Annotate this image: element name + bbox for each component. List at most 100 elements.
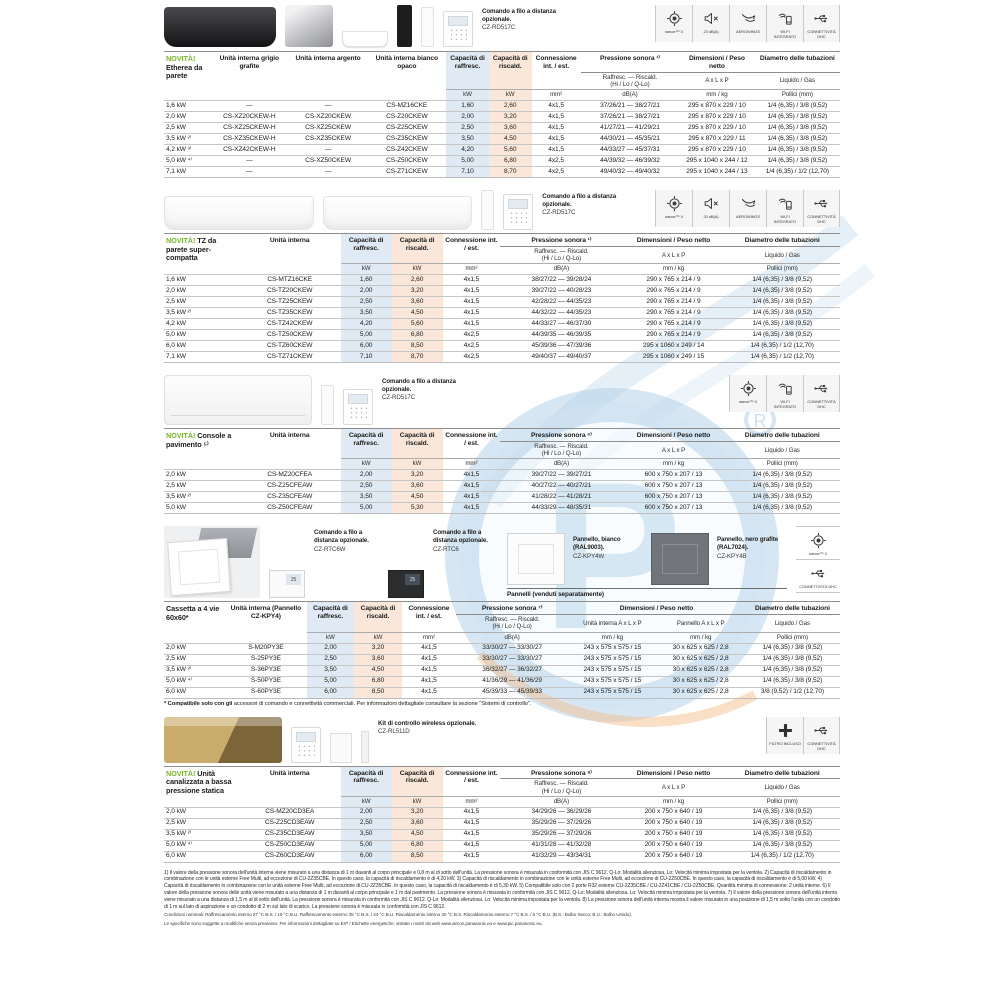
table-row: 4,2 kW ³⁾ CS-XZ42CKEW-H — CS-Z42CKEW 4,20 5,6… <box>164 144 840 156</box>
feature-dhc: CONNETTIVITÀ DHC <box>803 5 840 42</box>
cell-press: 40/27/22 — 40/27/21 <box>500 480 623 492</box>
col-header-heating: Capacità di riscald. <box>488 51 532 90</box>
sub-header: Liquido / Gas <box>764 251 800 259</box>
unit-cell <box>239 264 341 275</box>
accessory-model: CZ-RD517C <box>482 24 516 32</box>
cell-cool: 7,10 <box>446 166 489 178</box>
cell-lbl: 4,2 kW <box>164 318 239 330</box>
unit-cell: dB(A) <box>500 263 623 275</box>
cell-dim: 243 x 575 x 575 / 15 <box>568 642 657 655</box>
cell-diam: 1/4 (6,35) / 1/2 (12,70) <box>724 351 840 363</box>
cell-diam: 1/4 (6,35) / 3/8 (9,52) <box>724 502 840 514</box>
col-header-connection: Connessione int. / est. <box>445 432 498 448</box>
col-header-dimensions: Dimensioni / Peso netto <box>622 233 725 247</box>
cell-mod: CS-XZ35CKEW-H <box>209 133 289 145</box>
cell-diam: 1/4 (6,35) / 3/8 (9,52) <box>754 155 840 167</box>
col-header: Unità interna <box>269 432 310 440</box>
cell-heat: 5,60 <box>488 144 532 156</box>
cell-diam: 1/4 (6,35) / 3/8 (9,52) <box>724 296 840 308</box>
unit-cell: kW <box>340 458 392 470</box>
connettivita-dhc-icon <box>814 726 828 734</box>
cell-mod: CS-Z42CKEW <box>367 144 447 156</box>
cell-press: 35/29/26 — 37/29/26 <box>500 828 623 841</box>
cell-mod: CS-TZ42CKEW <box>238 318 341 330</box>
section-title: NOVITÀ! Unità canalizzata a bassa pressi… <box>166 768 232 795</box>
cell-diam: 1/4 (6,35) / 3/8 (9,52) <box>724 318 840 330</box>
col-header-dimensions: Dimensioni / Peso netto <box>622 428 725 443</box>
cell-press: 41/36/29 — 41/36/29 <box>456 675 569 688</box>
cell-cool: 3,50 <box>340 828 392 841</box>
cell-cool: 2,50 <box>306 653 355 666</box>
cell-conn: 4x1,5 <box>531 100 581 112</box>
feature-icon-strip: nanoe™ X 23 dB(A) AEROWINGS WI-FI INTEGR… <box>655 5 840 42</box>
wifi-integrato-icon <box>778 383 792 395</box>
cell-heat: 6,80 <box>391 839 443 852</box>
cell-lbl: 6,0 kW <box>164 340 239 352</box>
cell-dim: 290 x 765 x 214 / 9 <box>622 318 725 330</box>
table-row: 7,1 kW CS-TZ71CKEW 7,10 8,70 4x2,5 49/40/37 —… <box>164 351 840 363</box>
footnotes-disclaimer: Le specifiche sono soggette a modifiche … <box>164 920 543 926</box>
cell-mod: CS-XZ25CKEW <box>288 122 368 134</box>
wifi-integrato-icon <box>778 198 792 210</box>
col-header-cooling: Capacità di raffresc. <box>306 601 355 633</box>
cell-mod: CS-Z35CD3EAW <box>238 828 341 841</box>
unit-cell <box>239 459 341 470</box>
cell-cool: 2,00 <box>340 469 392 481</box>
etherea-spec-table: NOVITÀ! Etherea da parete Unità interna … <box>164 51 840 179</box>
cell-mod: S-25PY3E <box>225 653 307 666</box>
cell-conn: 4x1,5 <box>442 806 501 819</box>
col-header-cooling: Capacità di raffresc. <box>340 766 392 797</box>
sub-header: Liquido / Gas <box>764 784 800 791</box>
unit-cell <box>239 796 341 807</box>
cell-mod: CS-MZ16CKE <box>367 100 447 112</box>
wired-remote-image <box>343 389 373 426</box>
unit-cell: kW <box>340 263 392 275</box>
cell-diam: 1/4 (6,35) / 3/8 (9,52) <box>724 480 840 492</box>
table-row: 2,5 kW CS-XZ25CKEW-H CS-XZ25CKEW CS-Z25CKEW… <box>164 122 840 134</box>
cell-diam: 1/4 (6,35) / 3/8 (9,52) <box>724 307 840 319</box>
cell-press: 41/28/22 — 41/28/21 <box>500 491 623 503</box>
cell-press: 38/27/22 — 39/28/24 <box>500 274 623 286</box>
cell-dim: 600 x 750 x 207 / 13 <box>622 502 725 514</box>
thermostat-white-image: 25 <box>269 570 305 599</box>
cell-mod: S-36PY3E <box>225 664 307 677</box>
tz-white-tower-image <box>481 190 495 231</box>
cell-press: 44/33/27 — 46/37/30 <box>500 318 623 330</box>
cell-conn: 4x1,5 <box>442 318 501 330</box>
cell-dim: 30 x 625 x 625 / 2,8 <box>656 686 745 699</box>
cassetta-media-row: 25 Comando a filo a distanza opzionale. … <box>164 526 840 599</box>
unit-cell: dB(A) <box>500 458 623 470</box>
cell-lbl: 2,5 kW <box>164 122 210 134</box>
cell-lbl: 5,0 kW ⁴⁾ <box>164 839 239 852</box>
panel-white-image <box>507 533 565 586</box>
cell-dim: 243 x 575 x 575 / 15 <box>568 675 657 688</box>
col-header: Unità interna grigio grafite <box>219 55 279 70</box>
cell-cool: 3,50 <box>446 133 489 145</box>
accessory-text: Comando a filo a distanza opzionale. CZ-… <box>433 526 498 553</box>
accessory-title: Comando a filo a distanza opzionale. <box>433 529 488 545</box>
cell-heat: 8,50 <box>354 686 402 699</box>
cell-lbl: 5,0 kW <box>164 502 239 514</box>
cell-mod: CS-TZ35CKEW <box>238 307 341 319</box>
cell-mod: CS-XZ25CKEW-H <box>209 122 289 134</box>
col-header-pipes: Diametro delle tubazioni <box>744 601 840 616</box>
etherea-media-row: Comando a filo a distanza opzionale. CZ-… <box>164 0 840 47</box>
cell-mod: CS-Z25CFEAW <box>238 480 341 492</box>
cell-heat: 4,50 <box>391 307 443 319</box>
unit-cell: mm / kg <box>656 631 745 644</box>
col-header-sound: Pressione sonora ¹⁾ <box>500 233 623 247</box>
cell-press: 44/33/29 — 48/35/31 <box>500 502 623 514</box>
cell-mod: S-M20PY3E <box>225 642 307 655</box>
cell-mod: CS-XZ35CKEW <box>288 133 368 145</box>
col-header-connection: Connessione int. / est. <box>535 55 577 70</box>
cell-heat: 3,20 <box>391 285 443 297</box>
cell-mod: CS-XZ42CKEW-H <box>209 144 289 156</box>
cassette-unit-image <box>164 526 260 599</box>
etherea-white-tower-image <box>421 7 434 47</box>
cell-lbl: 1,6 kW <box>164 100 210 112</box>
cell-dim: 200 x 750 x 640 / 19 <box>622 806 725 819</box>
cell-dim: 295 x 870 x 229 / 10 <box>679 100 755 112</box>
accessory-text: Comando a filo a distanza opzionale. CZ-… <box>542 190 646 217</box>
cell-conn: 4x1,5 <box>442 839 501 852</box>
cell-dim: 290 x 765 x 214 / 9 <box>622 285 725 297</box>
